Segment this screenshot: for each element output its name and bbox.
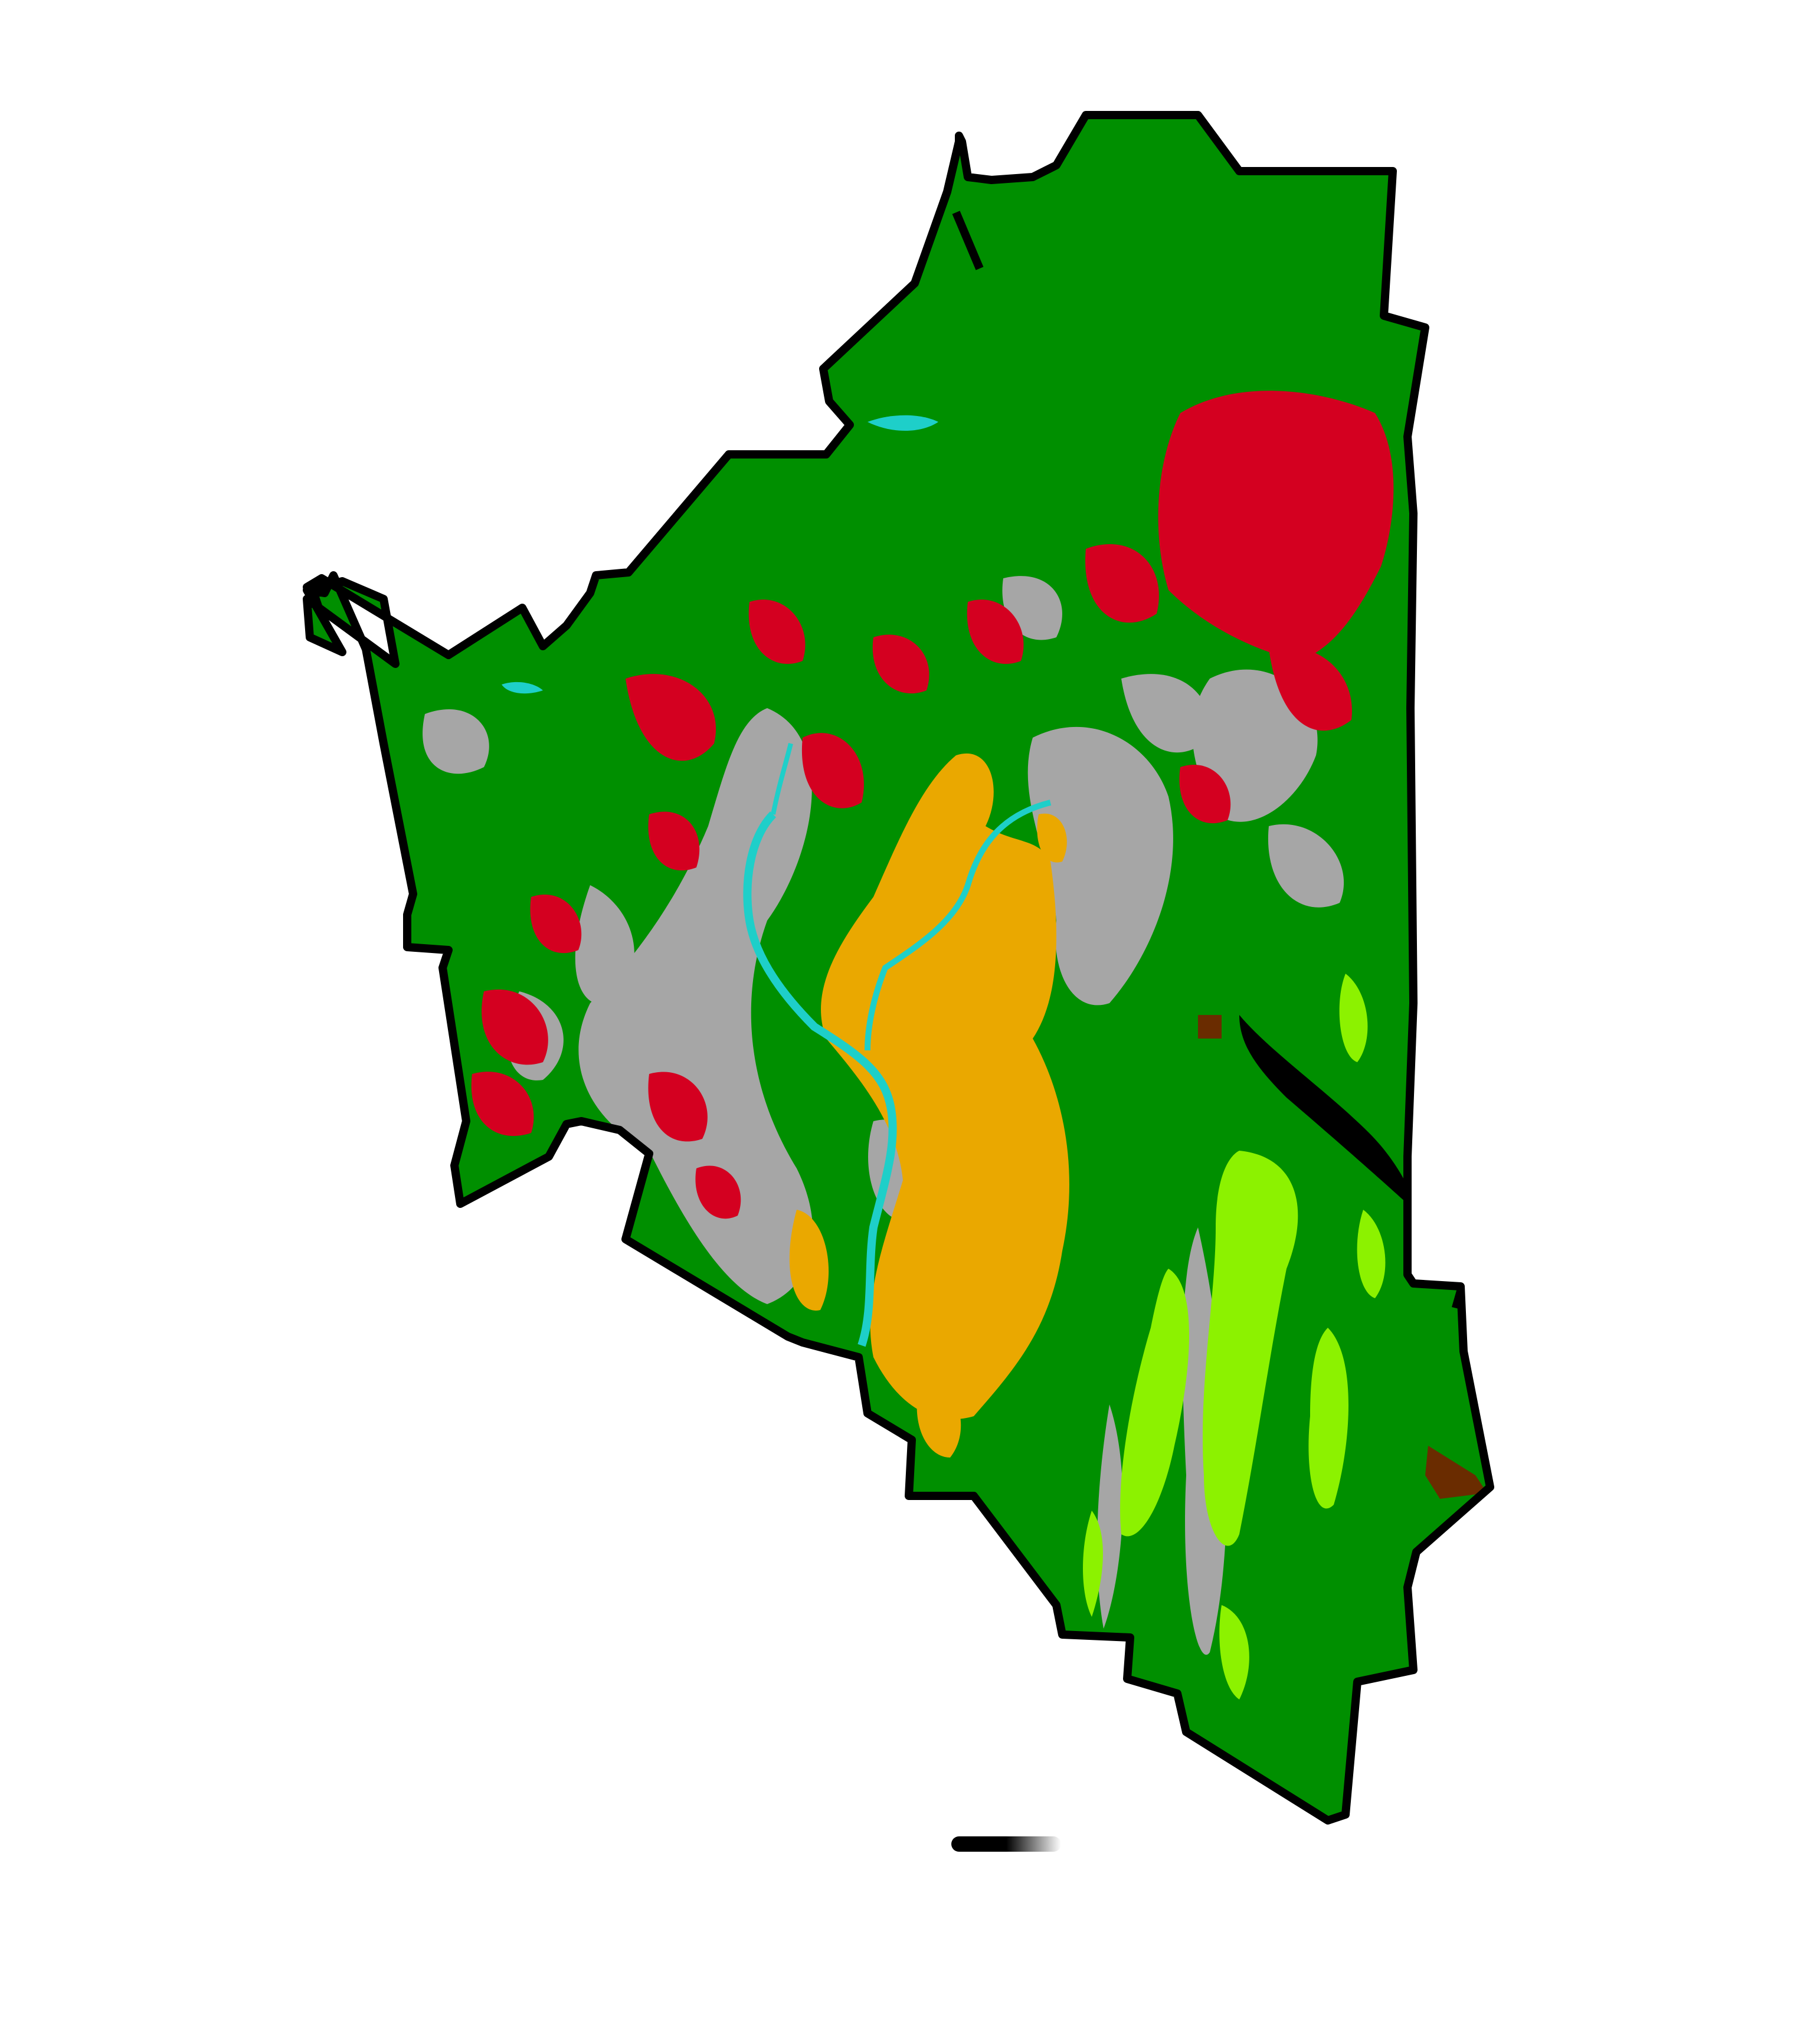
cropland-red-class-area [471,391,1394,1219]
river [743,811,897,1347]
water-class-area [743,743,1052,1347]
wetland-brown-class-area [1198,1015,1487,1499]
cropland-orange-class-area [789,753,1069,1458]
scale-bar [951,1836,1061,1852]
lake-class-area [502,415,938,694]
scale-bar-fill [951,1836,1061,1852]
region-boundary [303,111,1494,1825]
bright-vegetation-class-area [1083,974,1386,1699]
river-tributary [865,800,1052,1051]
river-upper [771,743,793,815]
